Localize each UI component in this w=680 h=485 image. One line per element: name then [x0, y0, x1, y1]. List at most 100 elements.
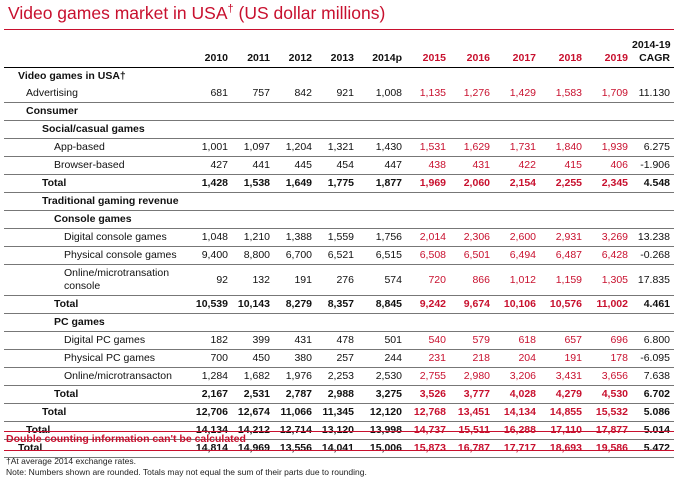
value-cell: 2,931 [540, 228, 586, 247]
value-cell: 2,980 [450, 367, 494, 386]
row-label: Traditional gaming revenue [4, 192, 186, 211]
value-cell [186, 120, 232, 139]
value-cell: 8,800 [232, 246, 274, 265]
value-cell [274, 120, 316, 139]
value-cell [586, 102, 632, 121]
value-cell [358, 210, 406, 229]
value-cell: 13,451 [450, 403, 494, 422]
value-cell: 2,253 [316, 367, 358, 386]
value-cell: 3,275 [358, 385, 406, 404]
value-cell: 9,242 [406, 295, 450, 314]
value-cell: 6,700 [274, 246, 316, 265]
cagr-cell: 13.238 [632, 228, 674, 247]
value-cell: 14,134 [494, 403, 540, 422]
value-cell: 14,041 [316, 439, 358, 458]
cagr-cell [632, 102, 674, 121]
table-body: Video games in USA† Advertising 681 757 842 9… [4, 68, 674, 458]
value-cell [316, 313, 358, 332]
value-cell [540, 313, 586, 332]
value-cell: 2,345 [586, 174, 632, 193]
value-cell: 16,288 [494, 421, 540, 440]
value-cell: 15,006 [358, 439, 406, 458]
value-cell: 12,674 [232, 403, 274, 422]
value-cell: 11,345 [316, 403, 358, 422]
value-cell: 2,255 [540, 174, 586, 193]
value-cell: 14,737 [406, 421, 450, 440]
value-cell [186, 313, 232, 332]
value-cell: 757 [232, 85, 274, 103]
value-cell [450, 68, 494, 86]
title-divider [4, 29, 674, 30]
row-label: Total [4, 403, 186, 422]
row-label: Browser-based [4, 156, 186, 175]
value-cell [450, 313, 494, 332]
row-label: Consumer [4, 102, 186, 121]
value-cell: 1,731 [494, 138, 540, 157]
table-row: Total 14,134 14,212 12,714 13,120 13,998 14,73… [4, 421, 674, 440]
value-cell: 4,279 [540, 385, 586, 404]
value-cell: 618 [494, 331, 540, 350]
table-row: Social/casual games [4, 120, 674, 139]
value-cell [274, 192, 316, 211]
value-cell: 10,143 [232, 295, 274, 314]
value-cell [494, 120, 540, 139]
table-row: Digital console games 1,048 1,210 1,388 1,55… [4, 228, 674, 247]
table-row: Physical PC games 700 450 380 257 244 231 218 20… [4, 349, 674, 368]
value-cell [274, 313, 316, 332]
value-cell: 2,306 [450, 228, 494, 247]
year-header: 2012 [274, 35, 316, 68]
value-cell [186, 192, 232, 211]
row-label: Total [4, 385, 186, 404]
cagr-cell: 6.800 [632, 331, 674, 350]
double-counting-note: Double counting information can't be cal… [6, 433, 246, 445]
value-cell: 204 [494, 349, 540, 368]
cagr-cell: -1.906 [632, 156, 674, 175]
value-cell: 244 [358, 349, 406, 368]
cagr-cell [632, 120, 674, 139]
value-cell: 11,002 [586, 295, 632, 314]
value-cell: 1,877 [358, 174, 406, 193]
value-cell [586, 313, 632, 332]
value-cell: 1,008 [358, 85, 406, 103]
value-cell: 18,693 [540, 439, 586, 458]
value-cell: 132 [232, 264, 274, 296]
value-cell: 1,840 [540, 138, 586, 157]
value-cell [358, 102, 406, 121]
value-cell [586, 192, 632, 211]
value-cell [358, 313, 406, 332]
table-row: Total 12,706 12,674 11,066 11,345 12,120 12,76… [4, 403, 674, 422]
value-cell: 15,511 [450, 421, 494, 440]
value-cell: 2,988 [316, 385, 358, 404]
value-cell [450, 192, 494, 211]
value-cell: 10,576 [540, 295, 586, 314]
value-cell: 1,682 [232, 367, 274, 386]
value-cell: 842 [274, 85, 316, 103]
value-cell: 191 [274, 264, 316, 296]
cagr-cell: 7.638 [632, 367, 674, 386]
year-header: 2013 [316, 35, 358, 68]
value-cell: 14,134 [186, 421, 232, 440]
value-cell: 6,501 [450, 246, 494, 265]
value-cell [406, 120, 450, 139]
bottom-divider [4, 431, 674, 432]
value-cell: 12,768 [406, 403, 450, 422]
year-header: 2019 [586, 35, 632, 68]
row-label: Physical console games [4, 246, 186, 265]
value-cell [406, 192, 450, 211]
value-cell: 657 [540, 331, 586, 350]
value-cell: 6,428 [586, 246, 632, 265]
value-cell: 1,276 [450, 85, 494, 103]
value-cell: 15,532 [586, 403, 632, 422]
value-cell [186, 210, 232, 229]
value-cell [406, 210, 450, 229]
table-row: Console games [4, 210, 674, 229]
table-row: Physical console games 9,400 8,800 6,700 6,5… [4, 246, 674, 265]
row-label: Online/microtransation console [4, 264, 186, 296]
value-cell: 1,321 [316, 138, 358, 157]
value-cell: 1,629 [450, 138, 494, 157]
value-cell: 438 [406, 156, 450, 175]
value-cell: 696 [586, 331, 632, 350]
cagr-cell: 4.548 [632, 174, 674, 193]
value-cell: 3,206 [494, 367, 540, 386]
value-cell: 12,120 [358, 403, 406, 422]
